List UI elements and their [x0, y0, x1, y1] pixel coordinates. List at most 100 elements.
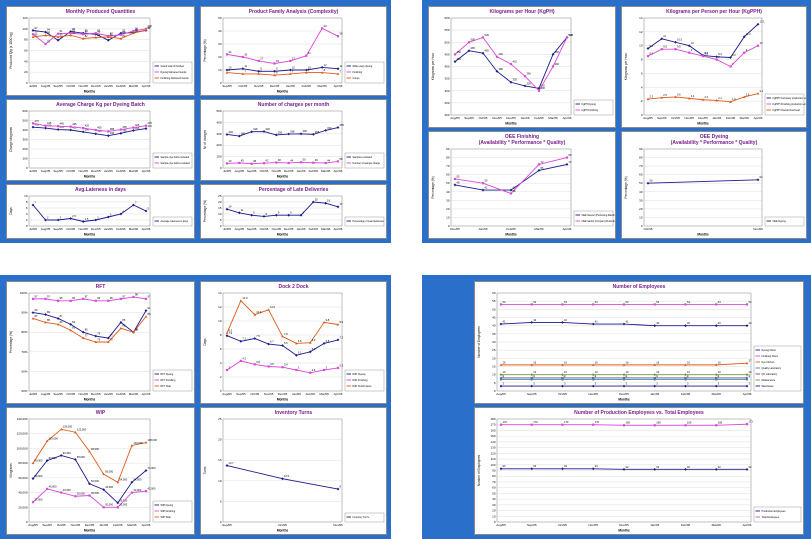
- x-tick-label: Nov/05: [492, 116, 502, 120]
- x-tick-label: Sep/05: [236, 392, 246, 396]
- x-tick-label: Oct/05: [671, 116, 680, 120]
- y-axis-label: Kilograms per Hour: [624, 52, 628, 80]
- data-label: 16: [340, 202, 343, 206]
- data-label: 7: [687, 375, 689, 379]
- y-tick-label: 60,000: [18, 476, 28, 480]
- data-label: 170: [503, 420, 508, 424]
- y-tick-label: 100: [22, 157, 27, 161]
- data-point: [729, 65, 732, 68]
- data-point: [31, 35, 35, 38]
- x-tick-label: Feb/06: [306, 392, 316, 396]
- x-tick-label: Mar/06: [712, 523, 722, 527]
- x-tick-label: Jan/06: [650, 392, 659, 396]
- y-tick-label: 60: [492, 291, 496, 295]
- legend-entry: WIP Dyeing: [161, 504, 174, 507]
- x-axis-label: Months: [277, 175, 289, 179]
- series-line-1: [32, 204, 147, 222]
- data-label: 53: [687, 300, 690, 304]
- data-point: [88, 449, 91, 453]
- chart-svg: 0 100 200 300 400 500 600 Jul/05 Aug/05 Sep/05 Oct…: [9, 109, 193, 179]
- data-point: [742, 95, 746, 98]
- data-label: 10: [229, 65, 232, 69]
- data-point: [119, 212, 123, 216]
- data-point: [622, 376, 626, 380]
- y-tick-label: 10: [218, 68, 222, 72]
- y-axis-label: Percentage (%): [9, 331, 13, 353]
- x-tick-label: Apr/06: [142, 227, 151, 231]
- data-point: [225, 162, 229, 165]
- data-label: 16: [656, 360, 659, 364]
- data-label: 54: [760, 175, 763, 179]
- data-label: 8: [687, 373, 689, 377]
- y-tick-label: 70%: [21, 350, 27, 354]
- x-tick-label: Aug/05: [235, 227, 245, 231]
- x-tick-label: Jul/05: [29, 169, 37, 173]
- legend-entry: Sample dye baths included: [161, 156, 190, 159]
- data-point: [144, 441, 148, 444]
- y-tick-label: 200: [216, 143, 221, 147]
- data-label: 3: [503, 382, 505, 386]
- x-tick-label: Sep/05: [42, 523, 52, 527]
- data-point: [622, 322, 626, 326]
- data-label: 2: [97, 215, 99, 219]
- data-label: 42: [533, 318, 536, 322]
- data-point: [102, 472, 105, 476]
- y-tick-label: 0: [26, 224, 28, 228]
- legend: [344, 61, 385, 84]
- data-label: 8.5: [650, 52, 654, 56]
- y-tick-label: 30: [492, 503, 496, 507]
- data-label: 41: [626, 319, 629, 323]
- data-label: 11: [663, 34, 666, 38]
- data-label: 365: [122, 129, 127, 133]
- data-point: [714, 363, 718, 366]
- y-tick-label: 140,000: [17, 417, 28, 421]
- data-point: [622, 373, 626, 377]
- data-point: [622, 303, 626, 306]
- y-tick-label: 50: [639, 181, 643, 185]
- x-tick-label: Jan/06: [478, 227, 487, 231]
- data-label: 6.9: [312, 338, 316, 342]
- data-point: [591, 363, 595, 366]
- data-point: [44, 33, 47, 37]
- data-label: 80: [569, 153, 572, 157]
- data-label: 6: [276, 71, 278, 75]
- data-label: 80: [85, 328, 88, 332]
- data-label: 85: [122, 318, 125, 322]
- data-label: 455: [485, 49, 490, 53]
- data-point: [523, 75, 527, 78]
- data-point: [144, 315, 148, 318]
- data-label: 10: [749, 370, 752, 374]
- chart-svg: 0 10 20 30 40 50 Sep/05 Oct/05 Nov/05 Dec/05 Jan/0…: [203, 16, 385, 94]
- legend-entry: RFT Total: [161, 385, 172, 388]
- x-tick-label: Oct/05: [66, 84, 75, 88]
- data-point: [509, 80, 513, 84]
- chart-title: Percentage of Late Deliveries: [258, 187, 329, 193]
- data-point: [144, 127, 148, 130]
- data-point: [530, 384, 534, 388]
- data-label: 420: [457, 57, 462, 61]
- y-tick-label: 60: [492, 486, 496, 490]
- chart-title: WIP: [95, 410, 106, 416]
- data-point: [225, 331, 229, 334]
- data-point: [622, 378, 626, 381]
- data-label: 72: [541, 160, 544, 164]
- legend-entry: Total Employees: [762, 516, 780, 519]
- legend-entry: Warehouse: [762, 385, 775, 388]
- x-tick-label: Feb/06: [309, 227, 319, 231]
- chart-oee-dyeing: OEE Dyeing (Availability * Performance *…: [621, 131, 807, 239]
- data-point: [674, 48, 677, 51]
- data-label: 7: [718, 375, 720, 379]
- data-point: [44, 218, 47, 222]
- x-tick-label: Sep/05: [247, 227, 257, 231]
- data-label: 9: [290, 211, 292, 215]
- data-point: [499, 373, 503, 377]
- data-label: 53: [533, 300, 536, 304]
- y-tick-label: 20: [639, 207, 643, 211]
- data-label: 53: [503, 300, 506, 304]
- chart-title: Number of Production Employees vs. Total…: [574, 410, 704, 416]
- x-tick-label: Jan/06: [520, 116, 529, 120]
- legend: [753, 506, 802, 523]
- data-label: 169: [687, 421, 692, 425]
- y-tick-label: 100: [216, 155, 221, 159]
- data-point: [591, 384, 595, 388]
